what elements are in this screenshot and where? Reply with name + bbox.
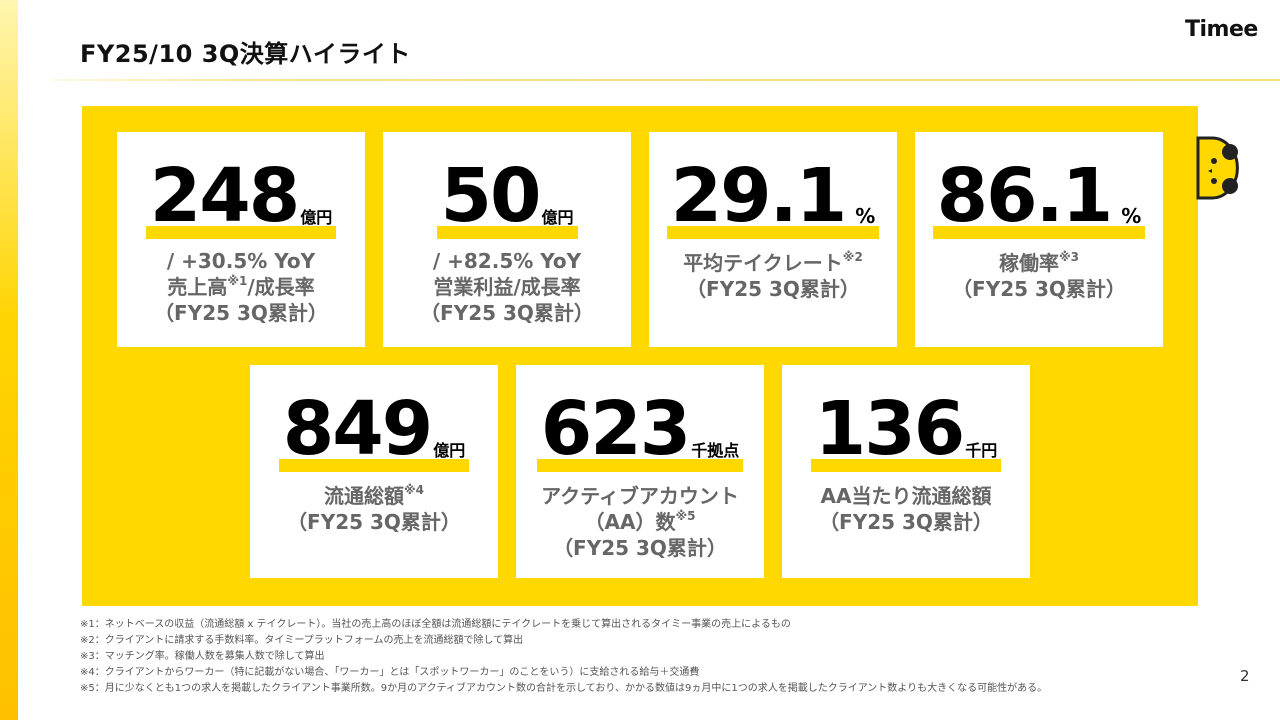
- kpi-label-line: （FY25 3Q累計）: [420, 300, 594, 326]
- label-text: （FY25 3Q累計）: [819, 510, 993, 534]
- kpi-unit: 千円: [965, 441, 998, 460]
- kpi-unit: 億円: [541, 208, 574, 227]
- kpi-card: 136 千円 AA当たり流通総額 （FY25 3Q累計）: [782, 365, 1030, 578]
- label-text: 平均テイクレート: [683, 251, 843, 275]
- value-highlight: [666, 226, 880, 239]
- kpi-value-group: 29.1%: [666, 153, 880, 239]
- label-text: / +82.5% YoY: [432, 249, 582, 273]
- label-text: 流通総額: [323, 484, 404, 508]
- value-highlight: [278, 459, 470, 472]
- label-text: / +30.5% YoY: [166, 249, 316, 273]
- kpi-value-group: 50 億円: [436, 153, 578, 239]
- kpi-unit: 億円: [433, 441, 466, 460]
- label-text: AA当たり流通総額: [820, 484, 992, 508]
- mascot-icon: [1196, 136, 1239, 200]
- kpi-label: アクティブアカウント （AA）数※5 （FY25 3Q累計）: [541, 483, 739, 561]
- kpi-value: 86.1: [936, 153, 1114, 239]
- kpi-unit: %: [855, 204, 876, 228]
- kpi-value-group: 849 億円: [278, 386, 470, 472]
- kpi-label: AA当たり流通総額 （FY25 3Q累計）: [819, 483, 993, 535]
- kpi-label: 流通総額※4 （FY25 3Q累計）: [287, 483, 461, 535]
- kpi-card: 86.1% 稼働率※3 （FY25 3Q累計）: [915, 132, 1163, 347]
- timee-logo: Timee: [1185, 17, 1258, 42]
- kpi-label-line: AA当たり流通総額: [819, 483, 993, 509]
- value-highlight: [810, 459, 1002, 472]
- footnote: ※1：ネットベースの収益（流通総額 x テイクレート）。当社の売上高のほぼ全額は…: [80, 619, 791, 630]
- kpi-label-line: （FY25 3Q累計）: [287, 509, 461, 535]
- label-text: 営業利益/成長率: [433, 275, 581, 299]
- footnote-ref: ※5: [675, 509, 696, 523]
- kpi-unit: %: [1121, 204, 1142, 228]
- kpi-value: 136: [814, 386, 965, 472]
- kpi-label-line: 流通総額※4: [287, 483, 461, 509]
- value-highlight: [536, 459, 744, 472]
- kpi-label: / +82.5% YoY 営業利益/成長率 （FY25 3Q累計）: [420, 248, 594, 326]
- label-text: （FY25 3Q累計）: [686, 277, 860, 301]
- kpi-label-line: 平均テイクレート※2: [683, 250, 863, 276]
- kpi-label-line: （FY25 3Q累計）: [154, 300, 328, 326]
- label-text: （FY25 3Q累計）: [154, 301, 328, 325]
- footnote-ref: ※2: [842, 250, 863, 264]
- kpi-label-line: 稼働率※3: [952, 250, 1126, 276]
- side-gradient-strip: [0, 0, 18, 720]
- kpi-value-group: 136 千円: [810, 386, 1002, 472]
- page-title: FY25/10 3Q決算ハイライト: [80, 40, 411, 68]
- label-text: （FY25 3Q累計）: [553, 536, 727, 560]
- kpi-label-line: / +30.5% YoY: [154, 248, 328, 274]
- value-highlight: [436, 226, 578, 239]
- kpi-unit: 億円: [300, 208, 333, 227]
- footnote: ※2：クライアントに請求する手数料率。タイミープラットフォームの売上を流通総額で…: [80, 635, 524, 646]
- value-highlight: [932, 226, 1146, 239]
- footnote: ※5：月に少なくとも1つの求人を掲載したクライアント事業所数。9か月のアクティブ…: [80, 683, 1048, 694]
- kpi-value: 50: [440, 153, 542, 239]
- kpi-card: 248 億円 / +30.5% YoY 売上高※1/成長率 （FY25 3Q累計）: [117, 132, 365, 347]
- footnote: ※3：マッチング率。稼働人数を募集人数で除して算出: [80, 651, 325, 662]
- kpi-label-line: （FY25 3Q累計）: [819, 509, 993, 535]
- kpi-label-line: アクティブアカウント: [541, 483, 739, 509]
- kpi-card: 50 億円 / +82.5% YoY 営業利益/成長率 （FY25 3Q累計）: [383, 132, 631, 347]
- label-text: （FY25 3Q累計）: [420, 301, 594, 325]
- kpi-value: 29.1: [670, 153, 848, 239]
- footnote-ref: ※1: [227, 274, 248, 288]
- kpi-card: 29.1% 平均テイクレート※2 （FY25 3Q累計）: [649, 132, 897, 347]
- kpi-label-line: （FY25 3Q累計）: [541, 535, 739, 561]
- kpi-label-line: 営業利益/成長率: [420, 274, 594, 300]
- label-text: （FY25 3Q累計）: [952, 277, 1126, 301]
- kpi-card: 849 億円 流通総額※4 （FY25 3Q累計）: [250, 365, 498, 578]
- page-number: 2: [1240, 667, 1250, 685]
- kpi-label-line: （AA）数※5: [541, 509, 739, 535]
- footnotes: ※1：ネットベースの収益（流通総額 x テイクレート）。当社の売上高のほぼ全額は…: [80, 617, 1047, 697]
- kpi-unit: 千拠点: [691, 441, 740, 460]
- kpi-value: 623: [540, 386, 691, 472]
- kpi-label: / +30.5% YoY 売上高※1/成長率 （FY25 3Q累計）: [154, 248, 328, 326]
- footnote-ref: ※4: [403, 483, 424, 497]
- footnote-ref: ※3: [1058, 250, 1079, 264]
- label-text: /成長率: [247, 275, 315, 299]
- kpi-value-group: 248 億円: [145, 153, 337, 239]
- kpi-label: 稼働率※3 （FY25 3Q累計）: [952, 250, 1126, 302]
- value-highlight: [145, 226, 337, 239]
- label-text: 売上高: [167, 275, 228, 299]
- kpi-label-line: （FY25 3Q累計）: [683, 276, 863, 302]
- label-text: 稼働率: [998, 251, 1059, 275]
- kpi-label: 平均テイクレート※2 （FY25 3Q累計）: [683, 250, 863, 302]
- kpi-label-line: 売上高※1/成長率: [154, 274, 328, 300]
- label-text: （AA）数: [584, 510, 676, 534]
- kpi-label-line: （FY25 3Q累計）: [952, 276, 1126, 302]
- header-divider: [50, 79, 1280, 81]
- kpi-value-group: 86.1%: [932, 153, 1146, 239]
- kpi-value: 849: [282, 386, 433, 472]
- kpi-card: 623 千拠点 アクティブアカウント （AA）数※5 （FY25 3Q累計）: [516, 365, 764, 578]
- kpi-value-group: 623 千拠点: [536, 386, 744, 472]
- kpi-value: 248: [149, 153, 300, 239]
- label-text: （FY25 3Q累計）: [287, 510, 461, 534]
- footnote: ※4：クライアントからワーカー（特に記載がない場合、「ワーカー」とは「スポットワ…: [80, 667, 700, 678]
- kpi-label-line: / +82.5% YoY: [420, 248, 594, 274]
- label-text: アクティブアカウント: [541, 484, 739, 508]
